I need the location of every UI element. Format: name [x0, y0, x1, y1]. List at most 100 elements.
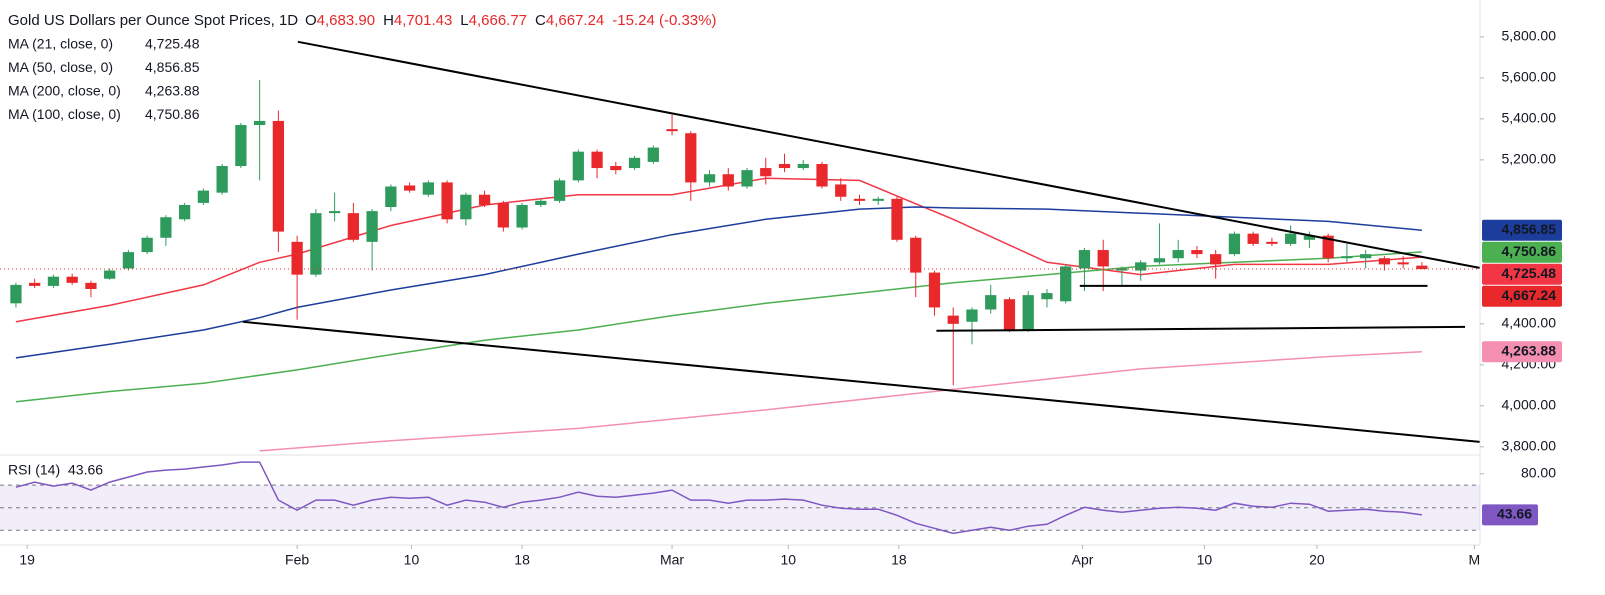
legend-value: 4,725.48 [145, 36, 200, 52]
candle-body [1022, 295, 1034, 330]
candle-body [1003, 299, 1016, 330]
candle-body [535, 200, 547, 205]
candle-body [703, 174, 716, 183]
candle-body [1247, 233, 1259, 244]
candle-body [347, 213, 359, 240]
ohlc-value: 4,701.43 [394, 12, 452, 29]
candle-body [891, 198, 903, 240]
price-badge [1482, 263, 1562, 285]
x-tick-label: 10 [404, 552, 420, 568]
moving-average [15, 177, 1422, 323]
candle-body [1266, 241, 1278, 244]
candle-body [947, 315, 959, 324]
plot [0, 40, 1480, 535]
price-badge [1482, 285, 1562, 307]
candle-body [29, 282, 41, 286]
candle-body [497, 202, 509, 228]
ohlc-value: 4,683.90 [317, 12, 375, 29]
candle-body [272, 120, 285, 232]
candle-body [778, 163, 791, 169]
candle-body [1397, 262, 1409, 265]
candle-body [160, 217, 172, 238]
y-tick-label: 4,000.00 [1502, 397, 1557, 413]
legend-name: MA (50, close, 0) [8, 59, 113, 75]
candle-body [478, 194, 491, 205]
candle-body [122, 252, 135, 269]
candle-body [85, 282, 97, 289]
candle-body [797, 163, 809, 169]
rsi-badge-label: 43.66 [1497, 506, 1532, 522]
candle-body [1116, 268, 1128, 271]
candle-body [1191, 250, 1203, 255]
candle-body [647, 147, 659, 162]
trendline [242, 320, 1480, 443]
ohlc-key: H [383, 12, 394, 29]
candle-body [835, 184, 847, 197]
candle-body [66, 276, 78, 283]
candle-body [197, 190, 210, 203]
price-badge-label: 4,856.85 [1502, 221, 1557, 237]
candle-body [591, 151, 603, 169]
ohlc-value: 4,666.77 [469, 12, 527, 29]
candle-body [216, 166, 228, 193]
price-badge-label: 4,667.24 [1502, 287, 1557, 303]
price-badge-label: 4,725.48 [1502, 265, 1557, 281]
candle-body [516, 204, 528, 228]
change: -15.24 (-0.33%) [612, 12, 716, 29]
legend-name: MA (100, close, 0) [8, 106, 121, 122]
candle-body [1172, 250, 1184, 259]
x-tick-label: M [1469, 552, 1481, 568]
candle-body [1153, 258, 1166, 263]
price-badge-label: 4,750.86 [1502, 243, 1557, 259]
overlay: O4,683.90 H4,701.43 L4,666.77 C4,667.24 -15.… [8, 12, 1562, 568]
moving-average [259, 350, 1422, 452]
legend-name: MA (200, close, 0) [8, 83, 121, 99]
candle-body [685, 133, 697, 183]
candle-body [1228, 233, 1241, 255]
y-tick-label: 5,400.00 [1502, 110, 1557, 126]
candle-body [666, 129, 678, 132]
candle-body [853, 198, 866, 201]
ohlc-key: O [305, 12, 317, 29]
y-tick-label: 5,600.00 [1502, 69, 1557, 85]
candle-body [422, 182, 434, 195]
candle-body [910, 237, 922, 273]
rsi-legend-name: RSI (14) [8, 462, 60, 478]
trendline [936, 325, 1466, 332]
price-badge-label: 4,263.88 [1502, 342, 1557, 358]
candle-body [572, 151, 584, 181]
price-badge [1482, 241, 1562, 263]
candle-body [610, 166, 622, 171]
x-tick-label: Feb [285, 552, 309, 568]
chart-title: Gold US Dollars per Ounce Spot Prices, 1… [8, 12, 298, 29]
candle-body [10, 284, 22, 304]
x-tick-label: Apr [1072, 552, 1094, 568]
x-tick-label: 10 [1197, 552, 1213, 568]
rsi-legend-value: 43.66 [68, 462, 103, 478]
legend-value: 4,750.86 [145, 106, 200, 122]
moving-average [15, 251, 1422, 403]
x-tick-label: Mar [660, 552, 684, 568]
candle-body [1097, 250, 1109, 267]
candle-body [760, 168, 772, 177]
rsi-tick-label: 80.00 [1521, 465, 1556, 481]
candle-body [872, 198, 884, 201]
candle-body [928, 272, 941, 308]
candle-body [1416, 265, 1428, 270]
candle-body [722, 174, 734, 187]
rsi-line [15, 461, 1423, 535]
price-badge [1482, 219, 1562, 241]
rsi-badge [1482, 504, 1538, 526]
candle-body [1135, 262, 1147, 271]
candle-body [141, 237, 153, 253]
x-tick-label: 18 [891, 552, 907, 568]
candle-body [553, 180, 566, 201]
candle-body [460, 194, 472, 220]
y-tick-label: 3,800.00 [1502, 438, 1557, 454]
candle-body [628, 157, 641, 169]
x-tick-label: 20 [1309, 552, 1325, 568]
candle-body [1210, 254, 1222, 265]
y-tick-label: 4,400.00 [1502, 315, 1557, 331]
